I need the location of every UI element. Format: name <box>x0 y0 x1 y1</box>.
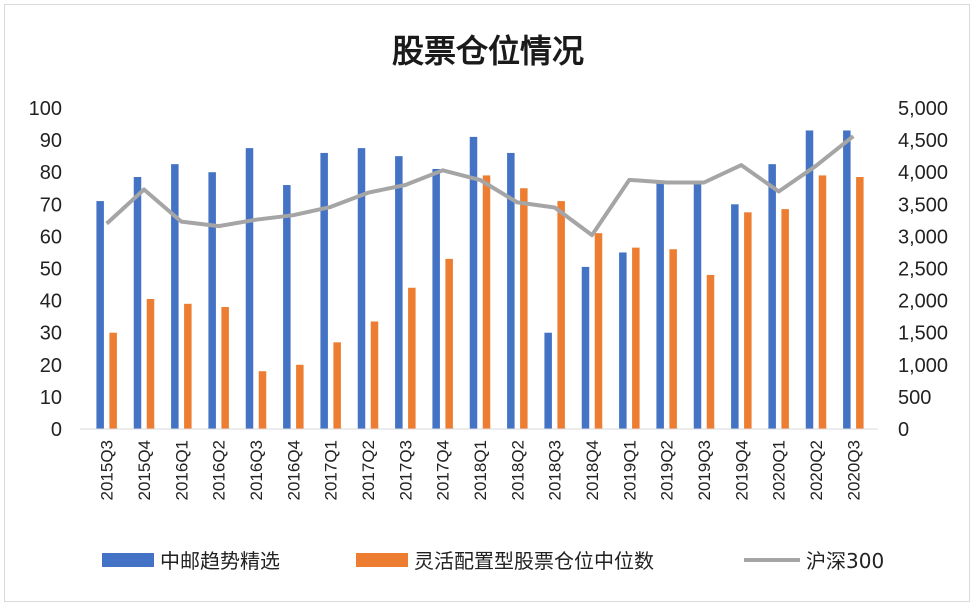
bar-zhongyou <box>245 148 254 429</box>
bar-median <box>669 249 677 429</box>
x-tick-label: 2016Q3 <box>247 440 266 501</box>
bar-median <box>296 364 304 429</box>
bar-median <box>258 371 267 429</box>
left-tick-label: 10 <box>40 387 62 409</box>
right-tick-label: 4,000 <box>898 162 948 184</box>
bar-zhongyou <box>544 332 552 429</box>
bar-zhongyou <box>805 130 814 429</box>
bar-zhongyou <box>357 148 366 429</box>
right-tick-label: 0 <box>898 419 909 441</box>
x-tick-label: 2016Q2 <box>210 440 229 501</box>
x-tick-label: 2018Q1 <box>471 440 490 501</box>
legend-label-median: 灵活配置型股票仓位中位数 <box>414 549 654 573</box>
bar-median <box>109 332 117 429</box>
bar-zhongyou <box>731 204 739 429</box>
right-tick-label: 5,000 <box>898 98 948 120</box>
bar-zhongyou <box>619 252 627 429</box>
right-tick-label: 2,000 <box>898 291 948 313</box>
right-tick-label: 4,500 <box>898 130 948 152</box>
bar-median <box>706 274 715 429</box>
bar-median <box>594 233 603 429</box>
legend-label-zhongyou: 中邮趋势精选 <box>160 549 280 573</box>
bar-median <box>632 247 640 429</box>
x-tick-label: 2019Q2 <box>658 440 677 501</box>
right-tick-label: 500 <box>898 387 931 409</box>
x-tick-label: 2018Q2 <box>508 440 527 501</box>
left-tick-label: 40 <box>40 291 62 313</box>
right-axis-ticks: 0 500 1,000 1,500 2,000 2,500 3,000 3,500 4,000 4… <box>898 98 948 441</box>
x-tick-label: 2017Q3 <box>396 440 415 501</box>
x-tick-label: 2019Q1 <box>620 440 639 501</box>
bar-zhongyou <box>96 201 104 429</box>
bar-zhongyou <box>395 156 403 429</box>
left-tick-label: 50 <box>40 259 62 281</box>
bar-zhongyou <box>283 185 291 429</box>
bar-zhongyou <box>432 168 440 430</box>
x-tick-label: 2016Q4 <box>284 440 303 501</box>
legend-label-hs300: 沪深300 <box>806 549 884 573</box>
left-tick-label: 70 <box>40 194 62 216</box>
x-tick-label: 2018Q4 <box>583 440 602 501</box>
bar-zhongyou <box>507 152 515 429</box>
legend: 中邮趋势精选 灵活配置型股票仓位中位数 沪深300 <box>102 549 884 573</box>
right-tick-label: 1,000 <box>898 355 948 377</box>
bar-median <box>184 303 192 429</box>
left-axis-ticks: 0 10 20 30 40 50 60 70 80 90 100 <box>29 98 62 441</box>
bar-median <box>482 175 491 429</box>
right-tick-label: 1,500 <box>898 323 948 345</box>
bar-zhongyou <box>133 177 142 429</box>
x-tick-label: 2015Q3 <box>98 440 117 501</box>
bar-zhongyou <box>768 164 776 430</box>
right-tick-label: 3,500 <box>898 194 948 216</box>
line-series <box>105 134 855 238</box>
bar-median <box>557 201 565 429</box>
x-axis-ticks: 2015Q3 2015Q4 2016Q1 2016Q2 2016Q3 2016Q4 2017… <box>98 440 864 501</box>
bar-zhongyou <box>320 152 328 429</box>
left-tick-label: 0 <box>51 419 62 441</box>
bar-median <box>333 342 341 429</box>
bar-zhongyou <box>581 266 590 429</box>
left-tick-label: 30 <box>40 323 62 345</box>
bar-median <box>221 307 229 429</box>
bar-zhongyou <box>208 172 216 429</box>
x-tick-label: 2016Q1 <box>172 440 191 501</box>
left-tick-label: 60 <box>40 226 62 248</box>
bar-median <box>744 212 752 429</box>
legend-swatch-median <box>356 553 408 567</box>
bar-median <box>520 188 528 429</box>
right-tick-label: 2,500 <box>898 259 948 281</box>
bar-zhongyou <box>693 181 702 429</box>
bar-median <box>445 258 453 429</box>
legend-swatch-zhongyou <box>102 553 154 567</box>
left-tick-label: 20 <box>40 355 62 377</box>
x-tick-label: 2019Q3 <box>695 440 714 501</box>
x-tick-label: 2017Q4 <box>434 440 453 501</box>
bar-zhongyou <box>843 130 851 429</box>
bar-median <box>370 321 379 429</box>
x-tick-label: 2017Q1 <box>322 440 341 501</box>
bar-zhongyou <box>171 164 179 430</box>
right-tick-label: 3,000 <box>898 226 948 248</box>
x-tick-label: 2019Q4 <box>732 440 751 501</box>
left-tick-label: 80 <box>40 162 62 184</box>
bar-median <box>818 175 827 429</box>
bar-median <box>146 298 155 429</box>
bar-median <box>856 177 864 429</box>
x-tick-label: 2017Q2 <box>359 440 378 501</box>
line-hs300 <box>105 134 855 238</box>
bar-median <box>408 287 416 429</box>
bar-series <box>96 130 864 430</box>
x-tick-label: 2020Q1 <box>770 440 789 501</box>
x-tick-label: 2020Q2 <box>807 440 826 501</box>
bar-zhongyou <box>469 136 478 429</box>
x-tick-label: 2018Q3 <box>546 440 565 501</box>
x-tick-label: 2020Q3 <box>844 440 863 501</box>
chart-title: 股票仓位情况 <box>392 32 584 70</box>
left-tick-label: 90 <box>40 130 62 152</box>
bar-zhongyou <box>656 181 664 429</box>
bar-median <box>781 209 789 429</box>
left-tick-label: 100 <box>29 98 62 120</box>
x-tick-label: 2015Q4 <box>135 440 154 501</box>
